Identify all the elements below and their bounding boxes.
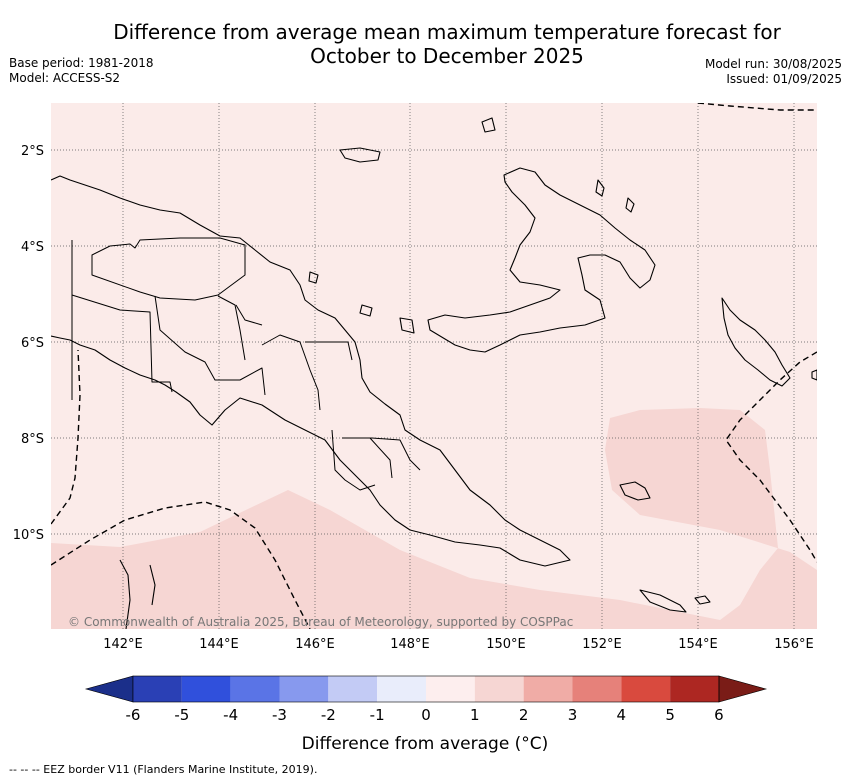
model-name: Model: ACCESS-S2 (9, 71, 121, 85)
map-features (51, 103, 817, 629)
graticule (51, 103, 817, 629)
lon-label: 142°E (103, 637, 143, 652)
legend-color-bin (670, 676, 719, 702)
legend-underflow-arrow (84, 675, 134, 703)
copyright-text: © Commonwealth of Australia 2025, Bureau… (68, 615, 573, 629)
lon-label: 150°E (486, 637, 526, 652)
legend-color-bin (377, 676, 426, 702)
title-line-2: October to December 2025 (310, 44, 584, 68)
longitude-labels: 142°E 144°E 146°E 148°E 150°E 152°E 154°E 156°E (103, 637, 814, 652)
color-legend (84, 675, 768, 703)
lat-label: 4°S (21, 240, 44, 255)
legend-tick: -5 (174, 706, 189, 724)
legend-tick: -3 (272, 706, 287, 724)
legend-color-bin (474, 676, 524, 702)
legend-tick: 1 (470, 706, 480, 724)
legend-tick: -6 (126, 706, 141, 724)
lon-label: 152°E (582, 637, 622, 652)
legend-tick: 6 (714, 706, 724, 724)
lon-label: 146°E (295, 637, 335, 652)
lat-label: 2°S (21, 144, 44, 159)
legend-color-bin (328, 676, 378, 702)
legend-tick: 3 (568, 706, 578, 724)
model-run-date: Model run: 30/08/2025 (704, 57, 842, 71)
coastlines (51, 117, 817, 629)
lon-label: 144°E (199, 637, 239, 652)
legend-color-bin (230, 676, 280, 702)
legend-color-bin (181, 676, 231, 702)
lat-label: 6°S (21, 336, 44, 351)
chart-title: Difference from average mean maximum tem… (0, 20, 850, 68)
legend-tick: -2 (321, 706, 336, 724)
lon-label: 154°E (678, 637, 718, 652)
anomaly-region-south (51, 408, 817, 629)
legend-color-bin (133, 676, 182, 702)
legend-tick: 5 (665, 706, 675, 724)
legend-tick: 0 (421, 706, 431, 724)
legend-overflow-arrow (718, 675, 768, 703)
title-line-1: Difference from average mean maximum tem… (113, 20, 781, 44)
legend-tick-labels: -6 -5 -4 -3 -2 -1 0 1 2 3 4 5 6 (126, 706, 724, 724)
lon-label: 148°E (390, 637, 430, 652)
legend-tick: -4 (223, 706, 238, 724)
legend-label: Difference from average (°C) (302, 734, 549, 754)
model-info: Base period: 1981-2018 Model: ACCESS-S2 (9, 56, 154, 86)
legend-color-bin (621, 676, 671, 702)
base-period: Base period: 1981-2018 (9, 56, 154, 70)
lat-label: 10°S (13, 528, 44, 543)
legend-tick: 4 (617, 706, 627, 724)
legend-tick: 2 (519, 706, 529, 724)
issued-date: Issued: 01/09/2025 (726, 72, 842, 86)
legend-frame (132, 675, 720, 703)
eez-footnote: -- -- -- EEZ border V11 (Flanders Marine… (9, 763, 318, 776)
legend-tick: -1 (370, 706, 385, 724)
latitude-labels: 2°S 4°S 6°S 8°S 10°S (13, 144, 44, 543)
lon-label: 156°E (774, 637, 814, 652)
province-boundaries (71, 237, 421, 491)
legend-color-bin (279, 676, 329, 702)
lat-label: 8°S (21, 432, 44, 447)
legend-color-bin (572, 676, 622, 702)
legend-color-bin (523, 676, 573, 702)
legend-color-bin (425, 676, 475, 702)
run-info: Model run: 30/08/2025 Issued: 01/09/2025 (705, 57, 842, 87)
eez-borders (51, 103, 817, 629)
